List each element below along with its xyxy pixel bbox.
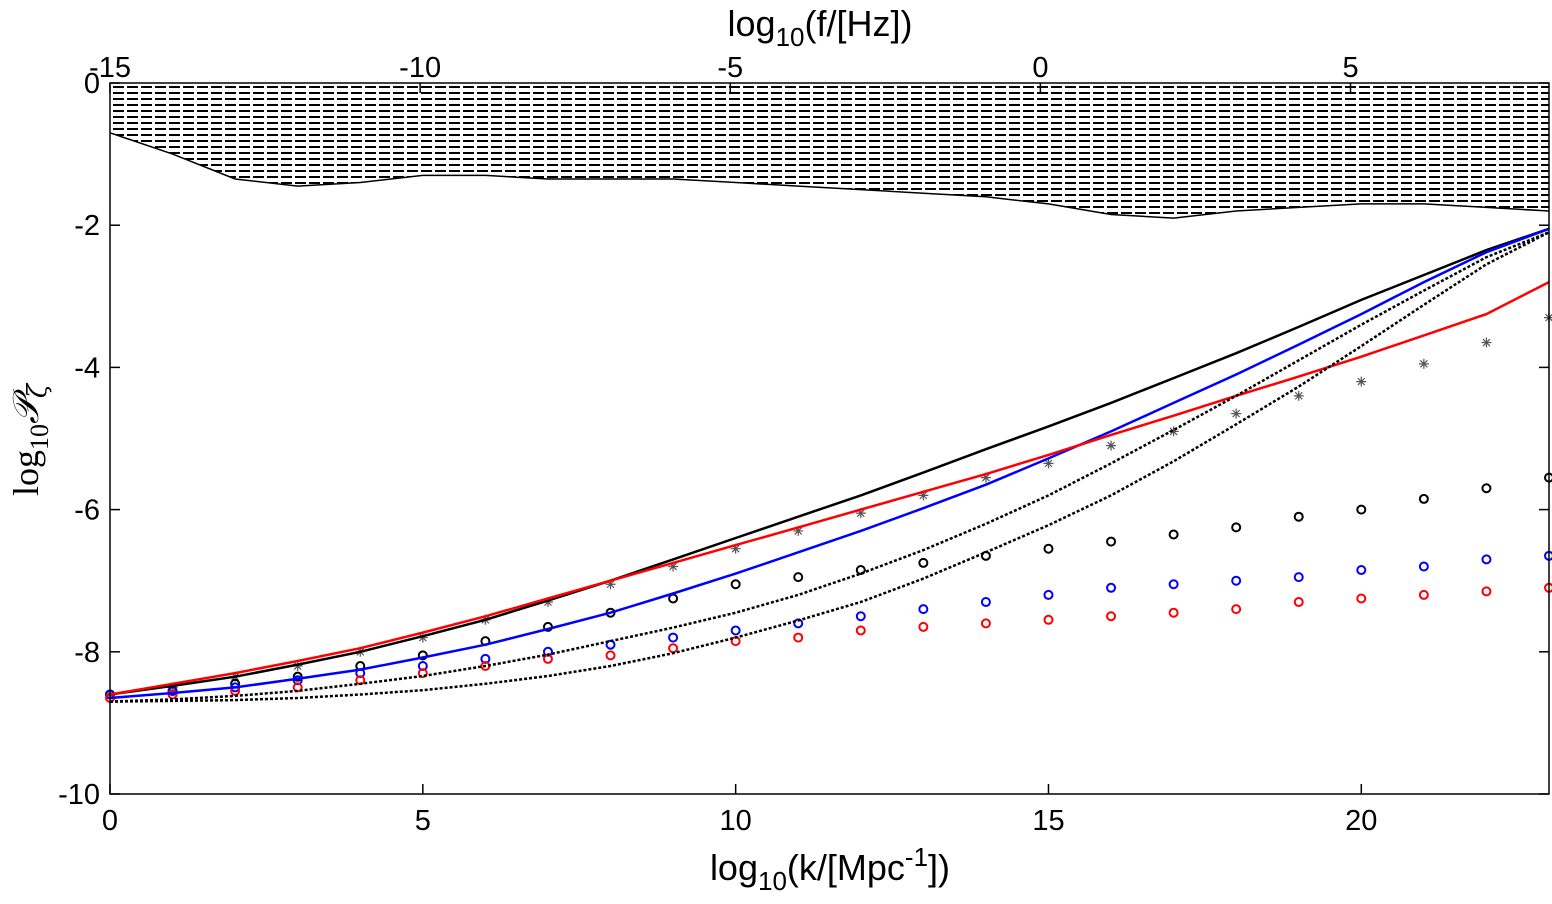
star-marker <box>1168 426 1179 437</box>
circle-marker <box>1168 529 1179 540</box>
circle-marker <box>855 625 866 636</box>
star-marker <box>1481 337 1492 348</box>
x2-tick-label: -15 <box>89 52 131 84</box>
circle-marker <box>1043 614 1054 625</box>
circle-marker <box>1418 589 1429 600</box>
circle-marker <box>1231 604 1242 615</box>
y-tick-label: -8 <box>74 637 100 669</box>
circle-marker <box>1418 493 1429 504</box>
circle-marker <box>1356 565 1367 576</box>
star-marker <box>1231 408 1242 419</box>
curve <box>109 227 1550 700</box>
circle-marker <box>1356 504 1367 515</box>
star-marker <box>1418 358 1429 369</box>
circle-marker <box>417 650 428 661</box>
circle-marker <box>1106 611 1117 622</box>
circle-marker <box>1293 597 1304 608</box>
curve <box>109 231 1550 703</box>
y-tick-label: -2 <box>74 210 100 242</box>
star-marker <box>292 661 303 672</box>
curve <box>109 280 1550 696</box>
x2-tick-label: 5 <box>1342 52 1358 84</box>
circle-marker <box>855 565 866 576</box>
circle-marker <box>1481 483 1492 494</box>
x2-axis-label: log10(f/[Hz]) <box>728 3 913 52</box>
circle-marker <box>1293 572 1304 583</box>
x-axis-label: log10(k/[Mpc-1]) <box>710 842 950 896</box>
star-marker <box>1544 312 1552 323</box>
star-marker <box>417 632 428 643</box>
x-tick-label: 10 <box>720 805 752 837</box>
y-tick-label: -10 <box>58 779 100 811</box>
circle-marker <box>980 618 991 629</box>
star-marker <box>1043 458 1054 469</box>
hatched-edge <box>109 132 1550 219</box>
x-tick-label: 20 <box>1345 805 1377 837</box>
x2-tick-label: -5 <box>717 52 743 84</box>
curve <box>109 231 1550 703</box>
circle-marker <box>1231 575 1242 586</box>
star-marker <box>1293 390 1304 401</box>
star-marker <box>918 490 929 501</box>
star-marker <box>1106 440 1117 451</box>
circle-marker <box>730 625 741 636</box>
circle-marker <box>668 643 679 654</box>
circle-marker <box>1106 582 1117 593</box>
star-marker <box>605 579 616 590</box>
circle-marker <box>1418 561 1429 572</box>
circle-marker <box>1481 586 1492 597</box>
y-tick-label: -6 <box>74 495 100 527</box>
circle-marker <box>918 557 929 568</box>
star-marker <box>668 561 679 572</box>
circle-marker <box>1043 543 1054 554</box>
star-marker <box>855 508 866 519</box>
y-tick-label: 0 <box>84 68 100 100</box>
curve <box>109 227 1550 696</box>
circle-marker <box>1043 589 1054 600</box>
circle-marker <box>417 668 428 679</box>
circle-marker <box>1106 536 1117 547</box>
star-marker <box>1356 376 1367 387</box>
hatched-region <box>110 83 1549 219</box>
circle-marker <box>1356 593 1367 604</box>
circle-marker <box>793 632 804 643</box>
circle-marker <box>918 621 929 632</box>
circle-marker <box>918 604 929 615</box>
x-tick-label: 0 <box>102 805 118 837</box>
circle-marker <box>980 597 991 608</box>
x2-tick-label: 0 <box>1032 52 1048 84</box>
star-marker <box>542 597 553 608</box>
circle-marker <box>1168 579 1179 590</box>
x-tick-label: 15 <box>1032 805 1064 837</box>
plot-frame <box>109 82 1550 795</box>
y-tick-label: -4 <box>74 352 100 384</box>
circle-marker <box>1481 554 1492 565</box>
circle-marker <box>1168 607 1179 618</box>
star-marker <box>793 525 804 536</box>
circle-marker <box>292 671 303 682</box>
circle-marker <box>793 572 804 583</box>
circle-marker <box>1231 522 1242 533</box>
y-axis-label: log10𝒫ζ <box>6 382 54 496</box>
circle-marker <box>730 579 741 590</box>
circle-marker <box>1293 511 1304 522</box>
x2-tick-label: -10 <box>399 52 441 84</box>
circle-marker <box>855 611 866 622</box>
x-tick-label: 5 <box>415 805 431 837</box>
circle-marker <box>605 650 616 661</box>
star-marker <box>730 543 741 554</box>
star-marker <box>980 472 991 483</box>
circle-marker <box>668 632 679 643</box>
circle-marker <box>668 593 679 604</box>
